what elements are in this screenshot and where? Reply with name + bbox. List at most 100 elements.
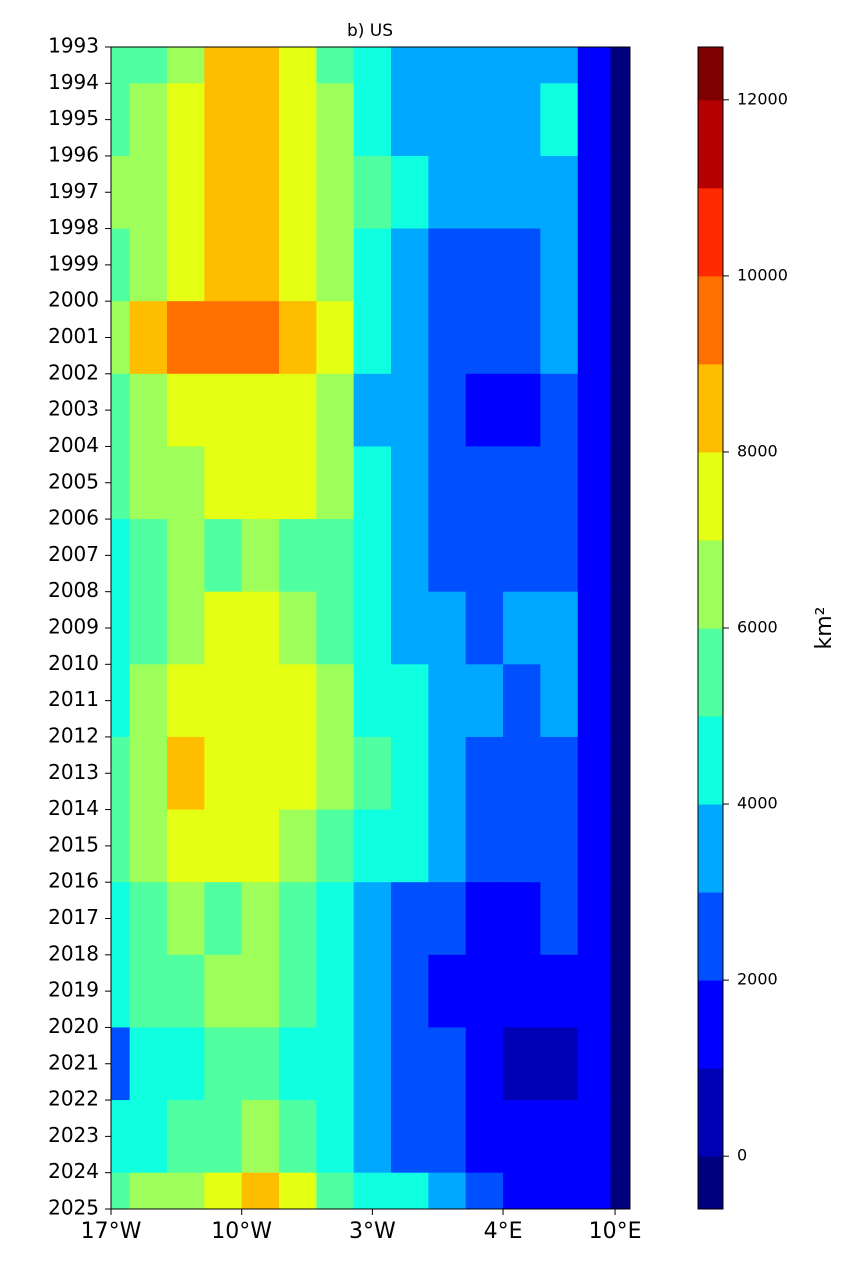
y-tick-label: 1994 (48, 70, 99, 94)
colorbar-band (698, 804, 723, 893)
contour-cell (391, 736, 429, 811)
colorbar-tick-label: 10000 (737, 265, 788, 284)
contour-cell (503, 155, 541, 230)
contour-cell (129, 954, 168, 1028)
contour-cell (316, 446, 355, 520)
contour-cell (111, 664, 131, 738)
contour-cell (111, 373, 131, 447)
contour-cell (391, 446, 429, 520)
contour-cell (610, 47, 631, 84)
colorbar-band (698, 1068, 723, 1157)
contour-cell (167, 155, 205, 230)
contour-cell (167, 1172, 205, 1210)
y-tick-label: 2006 (48, 506, 99, 530)
contour-cell (316, 591, 355, 665)
contour-cell (111, 882, 131, 956)
contour-cell (610, 1100, 631, 1174)
contour-cell (204, 664, 243, 738)
contour-cell (428, 1100, 467, 1174)
contour-cell (610, 301, 631, 375)
contour-cell (577, 736, 611, 811)
contour-cell (503, 1172, 541, 1210)
contour-cell (577, 954, 611, 1028)
contour-cell (204, 373, 243, 447)
y-tick-label: 2003 (48, 397, 99, 421)
contour-cell (465, 373, 504, 447)
contour-cell (279, 373, 317, 447)
contour-cell (279, 1172, 317, 1210)
y-tick-label: 2004 (48, 433, 99, 457)
contour-cell (241, 373, 280, 447)
y-tick-label: 2021 (48, 1050, 99, 1074)
contour-cell (353, 1100, 392, 1174)
contour-cell (428, 882, 467, 956)
contour-cell (610, 664, 631, 738)
contour-cell (279, 301, 317, 375)
contour-cell (204, 809, 243, 883)
contour-cell (540, 1172, 579, 1210)
contour-cell (465, 228, 504, 302)
contour-cell (129, 228, 168, 302)
contour-cell (428, 373, 467, 447)
contour-cell (204, 155, 243, 230)
contour-cell (111, 1100, 131, 1174)
contour-cell (129, 373, 168, 447)
contour-cell (503, 228, 541, 302)
contour-cell (279, 228, 317, 302)
contour-cell (428, 1172, 467, 1210)
contour-cell (241, 736, 280, 811)
contour-cell (353, 519, 392, 593)
contour-cell (465, 155, 504, 230)
contour-cell (540, 664, 579, 738)
contour-cell (167, 83, 205, 157)
contour-cell (610, 736, 631, 811)
contour-cell (279, 1027, 317, 1101)
colorbar-band (698, 47, 723, 101)
colorbar-band (698, 363, 723, 453)
contour-cell (316, 373, 355, 447)
contour-cell (503, 1027, 541, 1101)
contour-cell (204, 47, 243, 84)
contour-cell (391, 882, 429, 956)
contour-cell (540, 446, 579, 520)
contour-cell (204, 882, 243, 956)
contour-cell (391, 83, 429, 157)
x-tick-label: 4°E (484, 1219, 523, 1244)
contour-cell (503, 47, 541, 84)
contour-cell (129, 736, 168, 811)
contour-cell (540, 591, 579, 665)
y-tick-label: 2008 (48, 578, 99, 602)
contour-cell (241, 664, 280, 738)
contour-cell (465, 519, 504, 593)
contour-cell (391, 954, 429, 1028)
contour-cell (316, 1100, 355, 1174)
contour-cell (503, 882, 541, 956)
contour-cell (465, 809, 504, 883)
contour-cell (353, 1027, 392, 1101)
y-tick-label: 1995 (48, 106, 99, 130)
contour-cell (353, 882, 392, 956)
contour-cell (391, 1027, 429, 1101)
y-tick-label: 2025 (48, 1196, 99, 1220)
contour-cell (316, 809, 355, 883)
colorbar-tick-label: 8000 (737, 441, 778, 460)
contour-cell (353, 301, 392, 375)
contour-cell (391, 228, 429, 302)
contour-cell (241, 155, 280, 230)
colorbar-band (698, 99, 723, 189)
contour-cell (316, 228, 355, 302)
contour-cell (353, 1172, 392, 1210)
contour-cell (540, 155, 579, 230)
contour-cell (577, 301, 611, 375)
contour-cell (610, 446, 631, 520)
contour-cell (279, 736, 317, 811)
contour-cell (577, 809, 611, 883)
contour-cell (428, 591, 467, 665)
contour-cell (241, 446, 280, 520)
contour-cell (353, 664, 392, 738)
x-tick-label: 3°W (349, 1219, 396, 1244)
contour-cell (465, 954, 504, 1028)
contour-cell (241, 882, 280, 956)
contour-cell (503, 954, 541, 1028)
